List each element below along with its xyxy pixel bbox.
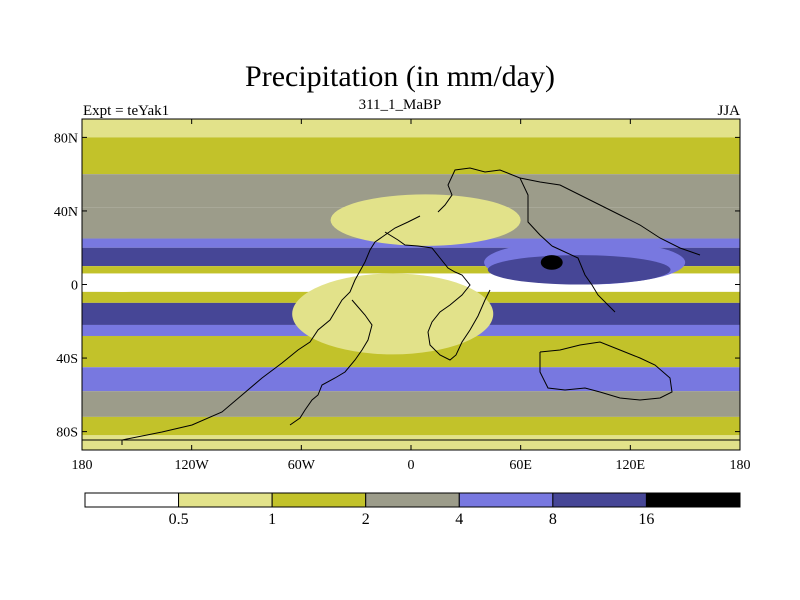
colorbar-label-4: 8 [549,511,557,528]
precip-band-6 [82,266,740,274]
season-label: JJA [717,103,740,119]
coastline-south-america [289,299,373,426]
colorbar-label-5: 16 [638,511,654,528]
x-tick-label-0: 180 [72,458,93,473]
colorbar-swatch-1 [178,492,273,508]
colorbar-label-2: 2 [362,511,370,528]
chart-title: Precipitation (in mm/day) [245,60,555,93]
coastline-europe [437,167,553,247]
coastline-north-america [121,215,421,445]
precip-patch-3 [292,273,494,355]
precip-band-13 [82,391,740,417]
precip-band-14 [82,416,740,436]
colorbar-swatch-3 [365,492,460,508]
precip-band-1 [82,137,740,175]
precip-patch-5 [487,255,671,285]
coastline-africa [384,231,491,361]
y-tick-label-4: 80S [56,426,78,441]
colorbar-label-1: 1 [268,511,276,528]
y-tick-label-1: 40N [54,205,78,220]
x-tick-label-2: 60W [288,458,316,473]
x-tick-label-6: 180 [730,458,751,473]
coastline-southeast-asia [551,245,616,313]
y-tick-label-2: 0 [71,279,78,294]
colorbar-swatch-6 [645,492,741,508]
precip-patch-7 [639,278,731,291]
precip-band-0 [82,119,740,138]
x-tick-label-5: 120E [616,458,646,473]
precip-patch-8 [82,277,165,292]
colorbar-swatch-2 [271,492,367,508]
colorbar-label-0: 0.5 [169,511,189,528]
period-label: 311_1_MaBP [358,97,442,113]
colorbar-swatch-0 [84,492,180,508]
precip-band-12 [82,367,740,392]
x-tick-label-3: 0 [408,458,415,473]
y-tick-label-3: 40S [56,352,78,367]
colorbar-swatch-4 [458,492,554,508]
colorbar-label-3: 4 [455,511,463,528]
precip-patch-6 [540,255,563,270]
experiment-label: Expt = teYak1 [83,103,170,119]
coastline-asia [519,177,701,256]
x-tick-label-1: 120W [175,458,210,473]
coastline-australia [539,341,673,401]
precip-patch-1 [330,194,521,246]
y-tick-label-0: 80N [54,131,78,146]
x-tick-label-4: 60E [509,458,532,473]
colorbar-swatch-5 [552,492,647,508]
precip-band-15 [82,435,740,450]
